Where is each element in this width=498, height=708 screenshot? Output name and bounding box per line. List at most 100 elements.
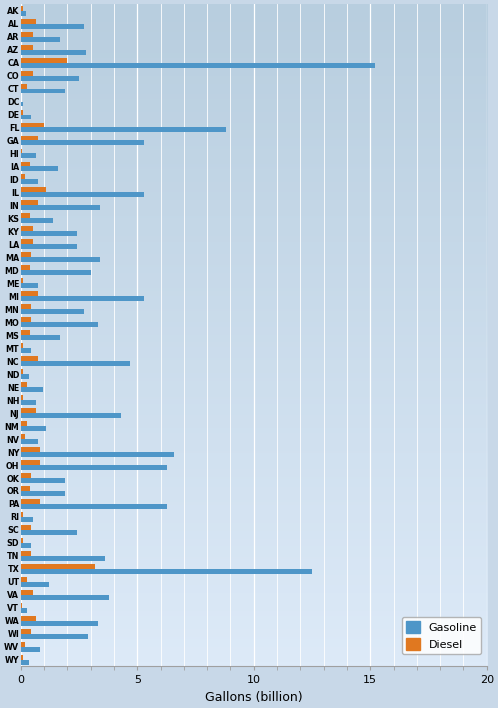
Bar xyxy=(21,57,67,62)
Bar xyxy=(21,88,65,93)
Bar xyxy=(21,317,31,322)
Bar xyxy=(21,395,23,400)
Bar xyxy=(21,595,109,600)
Bar xyxy=(21,465,167,470)
Bar xyxy=(21,538,23,543)
Bar xyxy=(21,421,27,426)
Bar xyxy=(21,556,105,561)
Bar xyxy=(21,45,33,50)
Bar xyxy=(21,149,22,154)
Bar xyxy=(21,179,38,184)
Bar xyxy=(21,473,31,478)
Bar xyxy=(21,642,25,647)
Bar xyxy=(21,154,36,159)
Bar xyxy=(21,387,43,392)
Bar xyxy=(21,115,31,120)
Bar xyxy=(21,304,31,309)
Bar xyxy=(21,434,25,439)
Bar xyxy=(21,452,174,457)
Bar xyxy=(21,322,98,327)
Bar xyxy=(21,23,84,28)
Bar xyxy=(21,647,40,651)
Bar xyxy=(21,166,58,171)
Bar xyxy=(21,348,31,353)
Bar xyxy=(21,50,86,55)
Bar xyxy=(21,174,25,179)
Bar xyxy=(21,608,26,612)
Bar xyxy=(21,486,29,491)
Bar xyxy=(21,582,49,587)
Bar xyxy=(21,517,33,522)
Bar xyxy=(21,530,77,535)
Bar xyxy=(21,543,31,548)
Bar xyxy=(21,525,31,530)
Bar xyxy=(21,291,38,296)
Bar xyxy=(21,296,144,301)
Bar xyxy=(21,227,33,232)
Bar xyxy=(21,71,33,76)
Bar xyxy=(21,634,88,639)
Bar xyxy=(21,660,29,665)
Bar xyxy=(21,621,98,626)
Bar xyxy=(21,400,36,405)
Bar xyxy=(21,409,36,413)
Bar xyxy=(21,460,40,465)
Bar xyxy=(21,447,40,452)
Bar xyxy=(21,101,23,106)
Bar xyxy=(21,266,29,270)
Bar xyxy=(21,200,38,205)
Bar xyxy=(21,205,100,210)
Bar xyxy=(21,76,79,81)
Bar xyxy=(21,361,130,366)
Bar xyxy=(21,590,33,595)
X-axis label: Gallons (billion): Gallons (billion) xyxy=(205,691,303,704)
Bar xyxy=(21,11,26,16)
Bar xyxy=(21,616,36,621)
Bar xyxy=(21,439,38,444)
Bar xyxy=(21,193,144,198)
Bar xyxy=(21,330,29,335)
Legend: Gasoline, Diesel: Gasoline, Diesel xyxy=(402,617,481,654)
Bar xyxy=(21,213,29,218)
Bar xyxy=(21,356,38,361)
Bar xyxy=(21,309,84,314)
Bar xyxy=(21,218,53,223)
Bar xyxy=(21,232,77,236)
Bar xyxy=(21,512,23,517)
Bar xyxy=(21,478,65,483)
Bar xyxy=(21,504,167,509)
Bar xyxy=(21,6,23,11)
Bar xyxy=(21,283,38,288)
Bar xyxy=(21,37,60,42)
Bar xyxy=(21,569,312,573)
Bar xyxy=(21,369,23,374)
Bar xyxy=(21,62,375,67)
Bar xyxy=(21,110,22,115)
Bar xyxy=(21,564,95,569)
Bar xyxy=(21,84,27,88)
Bar xyxy=(21,270,91,275)
Bar xyxy=(21,32,33,37)
Bar xyxy=(21,499,40,504)
Bar xyxy=(21,18,36,23)
Bar xyxy=(21,239,33,244)
Bar xyxy=(21,577,27,582)
Bar xyxy=(21,335,60,340)
Bar xyxy=(21,244,77,249)
Bar xyxy=(21,135,38,140)
Bar xyxy=(21,629,31,634)
Bar xyxy=(21,426,46,431)
Bar xyxy=(21,127,226,132)
Bar xyxy=(21,343,23,348)
Bar xyxy=(21,252,31,257)
Bar xyxy=(21,655,23,660)
Bar xyxy=(21,491,65,496)
Bar xyxy=(21,140,144,145)
Bar xyxy=(21,188,46,193)
Bar xyxy=(21,161,29,166)
Bar xyxy=(21,257,100,262)
Bar xyxy=(21,278,23,283)
Bar xyxy=(21,551,31,556)
Bar xyxy=(21,413,121,418)
Bar xyxy=(21,122,44,127)
